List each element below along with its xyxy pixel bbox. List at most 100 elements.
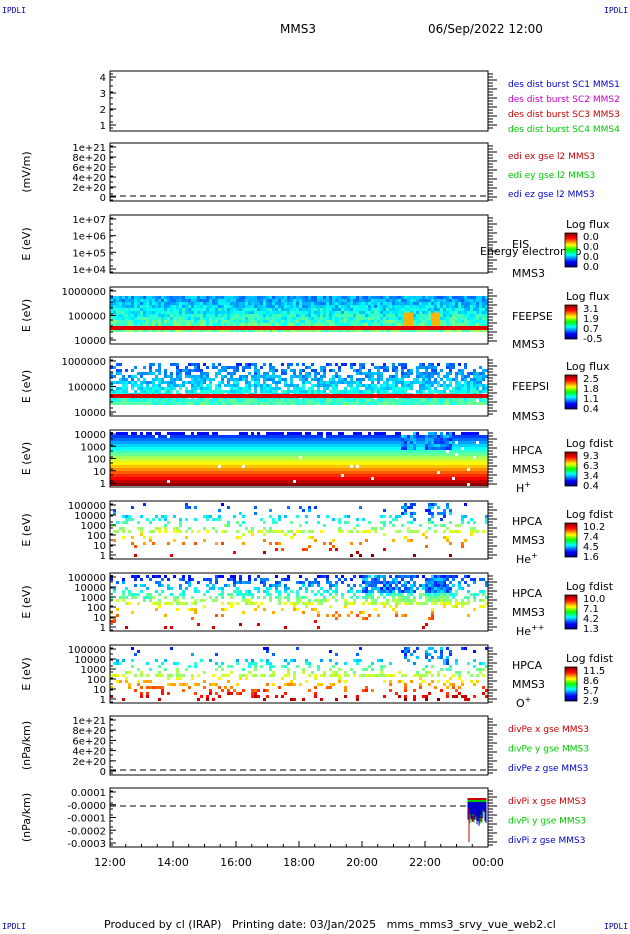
spacecraft-label: MMS3 xyxy=(512,678,545,691)
corner-label-bottom-left: IPDLI xyxy=(2,922,27,931)
colorbar-tick-label: 6.3 xyxy=(583,461,599,472)
species-label: O+ xyxy=(516,695,531,710)
instrument-label: EIS xyxy=(512,238,529,251)
panel-sc_position: 4 3 2 1 des dist burst SC1 MMS1 des dist burs… xyxy=(100,70,620,135)
y-tick-label: 100 xyxy=(87,603,106,614)
y-tick-label: 10000 xyxy=(74,583,106,594)
y-tick-label: 1e+07 xyxy=(72,215,106,226)
y-tick-label: 2e+20 xyxy=(72,757,106,768)
y-tick-label: 10000 xyxy=(74,430,106,441)
y-tick-label: 2e+20 xyxy=(72,183,106,194)
heatmap-hpca_hepp xyxy=(110,575,488,629)
y-tick-label: 100000 xyxy=(68,501,106,512)
colorbar xyxy=(564,594,578,630)
header-spacecraft: MMS3 xyxy=(280,22,316,36)
legend-entry: des dist burst SC1 MMS1 xyxy=(508,80,620,90)
header-datetime: 06/Sep/2022 12:00 xyxy=(428,22,543,36)
y-tick-label: 1000 xyxy=(81,665,106,676)
y-axis-label: E (eV) xyxy=(20,585,33,618)
colorbar-title: Log fdist xyxy=(566,580,614,593)
footer-producer: Produced by cl (IRAP) xyxy=(104,918,222,931)
colorbar-tick-label: 7.1 xyxy=(583,604,599,615)
y-tick-label: 1000 xyxy=(81,521,106,532)
y-tick-label: 1000 xyxy=(81,593,106,604)
y-tick-label: -0.0001 xyxy=(67,814,106,825)
colorbar-title: Log flux xyxy=(566,218,610,231)
colorbar-tick-label: 2.5 xyxy=(583,374,599,385)
legend-entry: edi ez gse l2 MMS3 xyxy=(508,190,595,200)
colorbar-tick-label: 1.8 xyxy=(583,384,599,395)
colorbar-title: Log flux xyxy=(566,290,610,303)
y-tick-label: 1e+05 xyxy=(72,248,106,259)
legend-entry: edi ex gse l2 MMS3 xyxy=(508,152,595,162)
colorbar-tick-label: 11.5 xyxy=(583,666,605,677)
y-tick-label: 1 xyxy=(100,623,106,634)
colorbar-tick-label: 0.7 xyxy=(583,324,599,335)
y-tick-label: 8e+20 xyxy=(72,153,106,164)
spacecraft-label: MMS3 xyxy=(512,267,545,280)
y-tick-label: 100000 xyxy=(68,312,106,323)
panel-frame xyxy=(109,214,489,274)
heatmap-hpca_h xyxy=(110,432,488,486)
y-axis-label: E (eV) xyxy=(20,442,33,475)
colorbar-tick-label: 3.4 xyxy=(583,471,599,482)
y-tick-label: 0.0001 xyxy=(71,788,106,799)
spacecraft-label: MMS3 xyxy=(512,410,545,423)
y-tick-label: 100000 xyxy=(68,383,106,394)
series-divpi-2 xyxy=(467,802,487,826)
panel-frame xyxy=(109,500,489,560)
y-tick-label: -0.0000 xyxy=(67,801,106,812)
colorbar-tick-label: 8.6 xyxy=(583,676,599,687)
legend-entry: edi ey gse l2 MMS3 xyxy=(508,171,595,181)
y-tick-label: 0 xyxy=(100,193,106,204)
instrument-label: HPCA xyxy=(512,659,543,672)
y-tick-label: 6e+20 xyxy=(72,736,106,747)
y-tick-label: 1e+04 xyxy=(72,265,106,276)
legend-entry: des dist burst SC4 MMS4 xyxy=(508,125,620,135)
colorbar-tick-label: -0.5 xyxy=(583,334,603,345)
y-tick-label: 0 xyxy=(100,767,106,778)
legend-entry: divPe x gse MMS3 xyxy=(508,725,589,735)
y-axis-label: (mV/m) xyxy=(20,151,33,192)
y-tick-label: 1 xyxy=(100,695,106,706)
colorbar xyxy=(564,374,578,410)
y-tick-label: 100 xyxy=(87,455,106,466)
y-tick-label: 100 xyxy=(87,675,106,686)
legend-entry: des dist burst SC3 MMS3 xyxy=(508,110,620,120)
instrument-label: HPCA xyxy=(512,587,543,600)
panel-frame xyxy=(109,70,489,132)
y-axis-label: E (eV) xyxy=(20,370,33,403)
species-label: He++ xyxy=(516,623,544,638)
legend-entry: divPe y gse MMS3 xyxy=(508,745,589,755)
y-axis-label: (nPa/km) xyxy=(20,721,33,770)
heatmap-hpca_he xyxy=(110,503,488,557)
y-tick-label: 1e+21 xyxy=(72,716,106,727)
y-tick-label: 10000 xyxy=(74,511,106,522)
y-tick-label: 8e+20 xyxy=(72,726,106,737)
legend-entry: divPe z gse MMS3 xyxy=(508,764,588,774)
colorbar-tick-label: 10.0 xyxy=(583,594,605,605)
panel-frame xyxy=(109,787,489,848)
y-tick-label: 100000 xyxy=(68,645,106,656)
legend-entry: divPi x gse MMS3 xyxy=(508,797,586,807)
heatmap-hpca_o xyxy=(110,647,488,701)
x-axis: 12:00 14:00 16:00 18:00 20:00 22:00 00:00 xyxy=(94,841,504,869)
colorbar-tick-label: 2.9 xyxy=(583,696,599,707)
colorbar xyxy=(564,451,578,487)
y-tick-label: 1 xyxy=(100,479,106,490)
y-tick-label: 10000 xyxy=(74,655,106,666)
x-tick-label: 14:00 xyxy=(157,856,189,869)
y-tick-label: 1000 xyxy=(81,442,106,453)
species-label: He+ xyxy=(516,551,538,566)
y-tick-label: 3 xyxy=(100,89,106,100)
colorbar xyxy=(564,666,578,702)
colorbar xyxy=(564,232,578,268)
y-axis-label: E (eV) xyxy=(20,513,33,546)
colorbar xyxy=(564,522,578,558)
y-tick-label: 1 xyxy=(100,121,106,132)
